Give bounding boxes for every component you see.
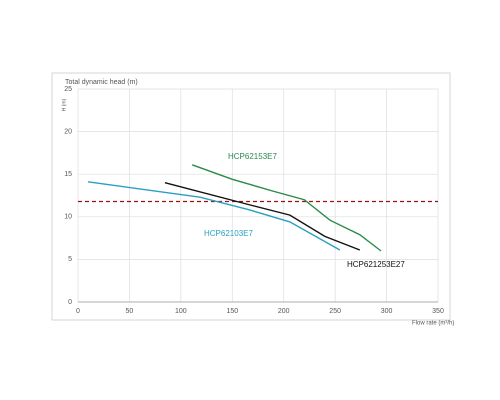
y-axis-title: Total dynamic head (m) bbox=[65, 79, 138, 86]
series-line bbox=[164, 182, 361, 251]
x-tick-label: 200 bbox=[278, 308, 290, 315]
series-line bbox=[87, 181, 341, 251]
y-tick-label: 0 bbox=[68, 299, 72, 306]
x-tick-label: 50 bbox=[126, 308, 134, 315]
x-tick-label: 0 bbox=[76, 308, 80, 315]
series-label: HCP62103E7 bbox=[204, 229, 253, 238]
series-line bbox=[191, 164, 382, 252]
y-tick-label: 5 bbox=[68, 256, 72, 263]
y-tick-label: 25 bbox=[64, 86, 72, 93]
y-axis-label: H (m) bbox=[61, 98, 67, 111]
y-tick-label: 15 bbox=[64, 171, 72, 178]
x-tick-label: 350 bbox=[432, 308, 444, 315]
x-tick-label: 100 bbox=[175, 308, 187, 315]
x-tick-label: 150 bbox=[226, 308, 238, 315]
x-tick-label: 250 bbox=[329, 308, 341, 315]
frame bbox=[51, 72, 451, 321]
y-tick-label: 20 bbox=[64, 128, 72, 135]
series-label: HCP62153E7 bbox=[228, 152, 277, 161]
series-label: HCP621253E27 bbox=[347, 260, 405, 269]
x-axis-label: Flow rate (m³/h) bbox=[412, 321, 454, 327]
y-tick-label: 10 bbox=[64, 214, 72, 221]
x-tick-label: 300 bbox=[381, 308, 393, 315]
